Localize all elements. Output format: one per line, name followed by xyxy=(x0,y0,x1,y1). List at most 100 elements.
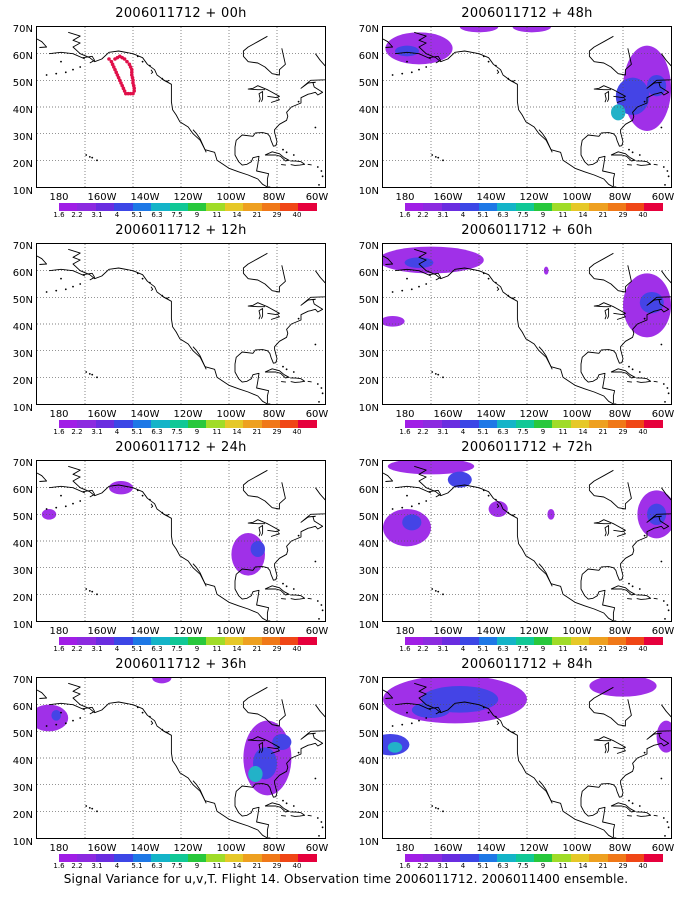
colorbar-swatch xyxy=(644,637,663,645)
island xyxy=(64,71,67,74)
colorbar xyxy=(59,854,317,862)
coastline xyxy=(37,38,48,48)
coastline xyxy=(82,55,96,64)
island xyxy=(85,805,88,807)
island xyxy=(91,156,94,159)
coastline xyxy=(234,487,325,621)
island xyxy=(660,343,663,346)
colorbar-label: 4 xyxy=(460,862,466,870)
colorbar xyxy=(59,203,317,211)
colorbar-swatch xyxy=(607,854,627,862)
colorbar-label: 11 xyxy=(558,211,568,219)
island xyxy=(666,170,669,172)
coastline xyxy=(270,315,280,320)
coastline xyxy=(496,69,500,75)
colorbar-swatch xyxy=(497,854,516,862)
colorbar-label: 5.1 xyxy=(131,211,143,219)
island xyxy=(434,155,437,158)
map-panel: 2006011712 + 48h 70N 60N 50N 40N 30N 20N 10N 180… xyxy=(352,0,692,222)
island xyxy=(667,609,670,612)
colorbar-swatch xyxy=(460,203,479,211)
island xyxy=(314,560,317,563)
colorbar-label: 9 xyxy=(540,645,546,653)
island xyxy=(442,159,444,162)
colorbar-label: 6.3 xyxy=(497,862,509,870)
coastline xyxy=(588,686,632,727)
island xyxy=(631,151,634,154)
island xyxy=(662,166,665,168)
longitude-tick-label: 140W xyxy=(476,192,506,203)
coastline xyxy=(150,503,154,509)
variance-map xyxy=(382,26,672,188)
colorbar-swatch xyxy=(441,854,461,862)
latitude-tick-label: 50N xyxy=(12,512,33,523)
island xyxy=(662,383,665,385)
island xyxy=(96,159,98,162)
latitude-tick-label: 10N xyxy=(358,837,379,848)
coastline xyxy=(290,160,306,166)
colorbar-swatch xyxy=(95,637,115,645)
latitude-tick-label: 50N xyxy=(358,295,379,306)
island xyxy=(148,715,151,718)
island xyxy=(418,68,420,71)
variance-map xyxy=(382,677,672,839)
longitude-tick-label: 180 xyxy=(49,843,69,854)
island xyxy=(425,500,428,502)
latitude-tick-label: 60N xyxy=(12,268,33,279)
island xyxy=(628,148,630,151)
coastline xyxy=(242,686,286,727)
island xyxy=(282,365,284,368)
colorbar-label: 5.1 xyxy=(131,645,143,653)
colorbar-swatch xyxy=(169,420,188,428)
island xyxy=(628,582,630,585)
map-panel: 2006011712 + 84h 70N 60N 50N 40N 30N 20N 10N 180… xyxy=(352,651,692,873)
island xyxy=(437,373,440,376)
colorbar-label: 6.3 xyxy=(497,645,509,653)
colorbar-swatch xyxy=(533,637,553,645)
colorbar-label: 11 xyxy=(558,645,568,653)
coastline xyxy=(588,252,632,293)
island xyxy=(391,725,394,727)
longitude-tick-label: 120W xyxy=(519,409,549,420)
colorbar-label: 7.5 xyxy=(171,645,183,653)
colorbar-label: 1.6 xyxy=(399,862,411,870)
colorbar-label: 9 xyxy=(194,211,200,219)
longitude-tick-label: 100W xyxy=(562,192,592,203)
island xyxy=(282,799,284,802)
island xyxy=(60,494,62,497)
latitude-tick-label: 20N xyxy=(358,810,379,821)
colorbar xyxy=(405,854,663,862)
island xyxy=(320,821,323,823)
coastline xyxy=(281,381,286,383)
island xyxy=(643,100,646,103)
island xyxy=(628,365,630,368)
latitude-tick-label: 70N xyxy=(358,458,379,469)
latitude-tick-label: 70N xyxy=(358,241,379,252)
colorbar-label: 11 xyxy=(558,862,568,870)
variance-contour xyxy=(656,720,671,753)
longitude-tick-label: 160W xyxy=(87,192,117,203)
island xyxy=(85,154,88,156)
island xyxy=(482,489,485,492)
island xyxy=(667,175,670,178)
island xyxy=(487,277,490,280)
colorbar-swatch xyxy=(570,854,590,862)
latitude-tick-label: 40N xyxy=(358,322,379,333)
variance-contour xyxy=(611,104,626,121)
island xyxy=(320,170,323,172)
colorbar-swatch xyxy=(151,854,170,862)
island xyxy=(318,400,320,403)
colorbar-label: 4 xyxy=(114,428,120,436)
island xyxy=(85,588,88,590)
colorbar-label: 3.1 xyxy=(437,645,449,653)
island xyxy=(60,277,62,280)
colorbar-swatch xyxy=(423,637,442,645)
coastline xyxy=(636,377,652,383)
island xyxy=(96,376,98,379)
colorbar-swatch xyxy=(59,203,78,211)
coastline xyxy=(507,511,516,517)
colorbar-swatch xyxy=(298,637,317,645)
colorbar-swatch xyxy=(298,203,317,211)
colorbar-swatch xyxy=(497,637,516,645)
island xyxy=(64,288,67,291)
